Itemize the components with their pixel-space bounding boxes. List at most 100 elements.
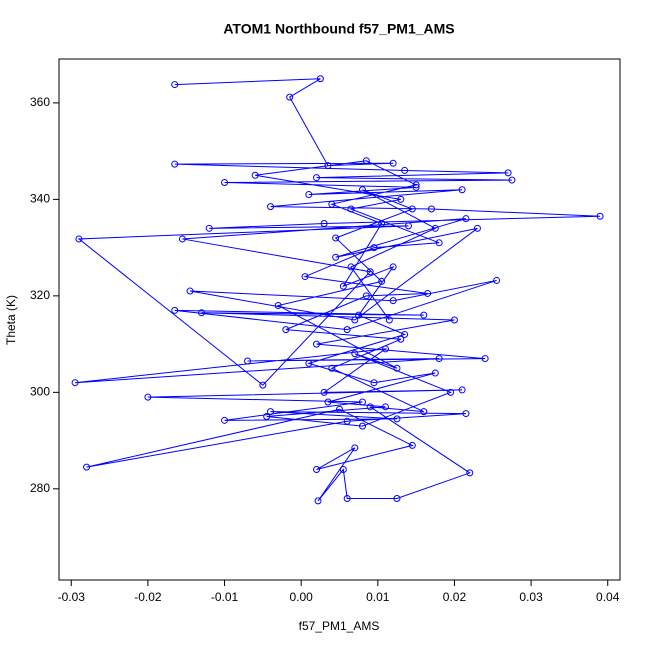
x-tick-label: 0.04 (596, 590, 620, 604)
point (393, 415, 401, 423)
point (351, 316, 359, 324)
point (435, 355, 443, 363)
point (267, 203, 275, 211)
y-tick-label: 300 (30, 385, 50, 399)
point (358, 422, 366, 430)
point (251, 171, 259, 179)
point (205, 224, 213, 232)
point (198, 309, 206, 317)
point (305, 359, 313, 367)
y-tick-label: 320 (30, 288, 50, 302)
point (447, 388, 455, 396)
point (358, 186, 366, 194)
point (435, 239, 443, 247)
point (328, 364, 336, 372)
point (244, 357, 252, 365)
point (408, 205, 416, 213)
point (332, 234, 340, 242)
point (320, 388, 328, 396)
point (473, 224, 481, 232)
point (324, 398, 332, 406)
point (508, 176, 516, 184)
point (324, 162, 332, 170)
point (481, 355, 489, 363)
point (431, 224, 439, 232)
point (343, 326, 351, 334)
chart-title: ATOM1 Northbound f57_PM1_AMS (223, 21, 454, 37)
point (420, 311, 428, 319)
point (412, 183, 420, 191)
point (366, 403, 374, 411)
point (351, 350, 359, 358)
point (366, 268, 374, 276)
point (596, 212, 604, 220)
point (378, 277, 386, 285)
point (389, 263, 397, 271)
point (347, 263, 355, 271)
point (397, 335, 405, 343)
x-tick-label: 0.01 (366, 590, 390, 604)
point (450, 316, 458, 324)
plot-frame (58, 58, 621, 581)
point (462, 410, 470, 418)
point (370, 244, 378, 252)
x-axis-label: f57_PM1_AMS (299, 619, 380, 633)
point (358, 398, 366, 406)
point (355, 311, 363, 319)
point (259, 381, 267, 389)
point (504, 169, 512, 177)
point (351, 444, 359, 452)
point (171, 81, 179, 89)
point (424, 289, 432, 297)
point (389, 297, 397, 305)
point (83, 463, 91, 471)
point (393, 494, 401, 502)
point (381, 345, 389, 353)
point (186, 287, 194, 295)
point (412, 181, 420, 189)
point (343, 417, 351, 425)
point (362, 292, 370, 300)
point (420, 408, 428, 416)
point (347, 205, 355, 213)
x-tick-label: 0.03 (519, 590, 543, 604)
point (370, 379, 378, 387)
point (385, 316, 393, 324)
y-tick-label: 340 (30, 192, 50, 206)
point (336, 405, 343, 413)
point (263, 412, 271, 420)
y-axis-label: Theta (K) (4, 295, 18, 345)
point (339, 466, 347, 474)
x-tick-label: -0.03 (58, 590, 86, 604)
point (267, 408, 275, 416)
point (458, 386, 466, 394)
point (286, 93, 294, 101)
point (75, 235, 83, 243)
point (466, 469, 474, 477)
point (144, 393, 152, 401)
series-line (75, 78, 601, 502)
point (316, 75, 324, 83)
x-tick-label: 0.02 (443, 590, 467, 604)
point (313, 340, 321, 348)
point (462, 215, 470, 223)
point (71, 379, 79, 387)
point (343, 494, 351, 502)
point (404, 222, 412, 230)
point (381, 403, 389, 411)
point (408, 441, 416, 449)
point (171, 160, 179, 168)
point (389, 159, 397, 167)
point (314, 497, 322, 505)
point (397, 195, 405, 203)
x-tick-label: -0.02 (134, 590, 162, 604)
point (431, 369, 439, 377)
point (305, 191, 313, 199)
x-tick-label: -0.01 (211, 590, 239, 604)
point (493, 276, 501, 284)
point (401, 330, 409, 338)
point (339, 282, 347, 290)
point (427, 205, 435, 213)
point (320, 220, 328, 228)
